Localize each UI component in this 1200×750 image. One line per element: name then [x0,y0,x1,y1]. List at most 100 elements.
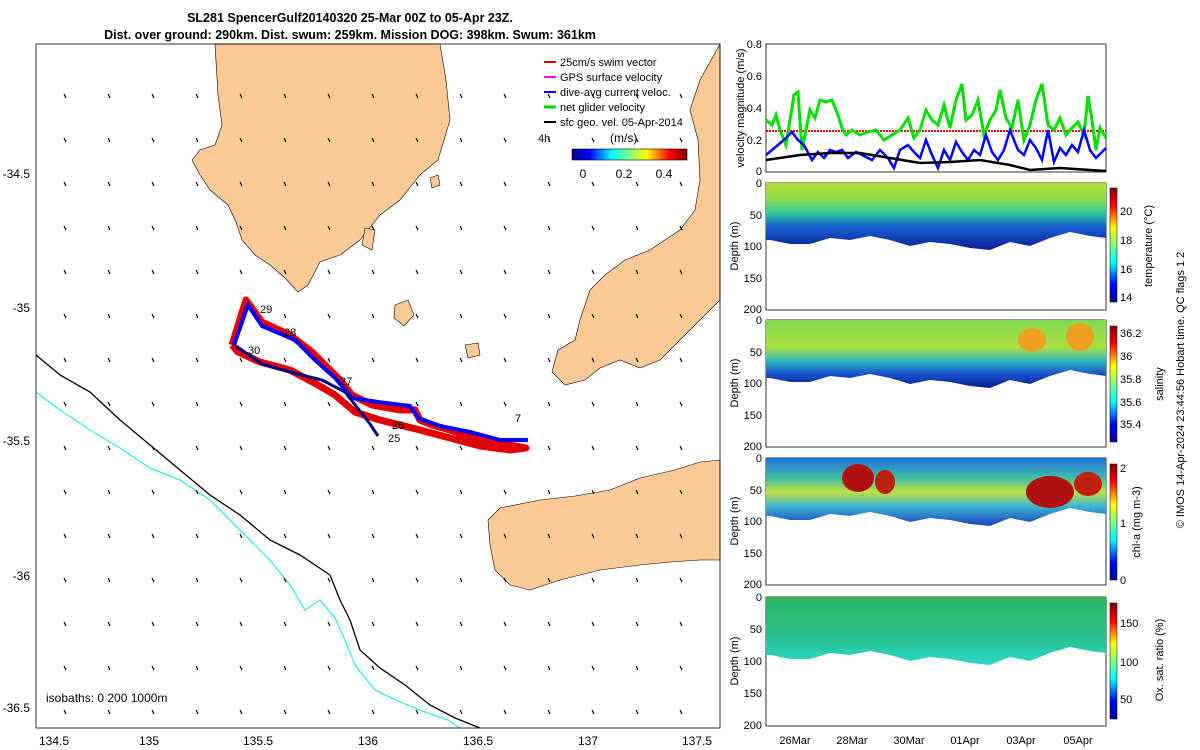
depth-tick: 50 [750,210,762,222]
velocity-arrow [195,665,199,671]
velocity-arrow [107,489,111,495]
land-yorke-peninsula [551,42,721,386]
depth-tick: 200 [744,720,762,732]
depth-tick: 200 [744,304,762,316]
velocity-arrow [195,533,199,539]
velocity-arrow [635,577,639,583]
velocity-arrow [283,225,287,231]
velocity-arrow [283,137,287,143]
velocity-arrow [283,181,287,187]
chla-cbar-tick: 0 [1120,575,1126,587]
velocity-arrow [371,445,375,451]
velocity-arrow [459,93,463,99]
velocity-arrow [327,401,331,407]
velocity-arrow [371,269,375,275]
depth-tick: 50 [750,347,762,359]
sal-cbar-tick: 35.4 [1120,419,1141,431]
velocity-arrow [591,577,595,583]
velocity-arrow [151,181,155,187]
velocity-arrow [547,489,551,495]
velocity-arrow [151,137,155,143]
velocity-arrow [547,181,551,187]
lon-tick: 137 [578,734,598,748]
velocity-arrow [327,665,331,671]
velocity-arrow [195,225,199,231]
velocity-arrow [195,93,199,99]
velocity-arrow [283,709,287,715]
velocity-arrow [283,269,287,275]
velocity-arrow [63,533,67,539]
velocity-arrow [459,665,463,671]
velocity-arrow [239,357,243,363]
velocity-arrow [195,489,199,495]
velocity-arrow [503,225,507,231]
colorbar-tick: 0.2 [616,167,633,181]
depth-tick: 150 [744,688,762,700]
sal-cbar-label: salinity [1154,367,1166,401]
velocity-arrow [239,225,243,231]
imos-credit: © IMOS 14-Apr-2024 23:44:56 Hobart time.… [1175,252,1187,529]
depth-tick: 50 [750,485,762,497]
velocity-arrow [327,93,331,99]
velocity-arrow [283,533,287,539]
velocity-arrow [151,621,155,627]
velocity-arrow [503,533,507,539]
velocity-arrow [547,445,551,451]
temp-cbar-tick: 20 [1120,206,1132,218]
velocity-arrow [151,357,155,363]
velocity-arrow [371,357,375,363]
velocity-arrow [547,357,551,363]
velocity-arrow [371,621,375,627]
velocity-arrow [459,181,463,187]
depth-tick: 150 [744,548,762,560]
velocity-arrow [195,577,199,583]
legend-net-velocity: net glider velocity [560,102,645,114]
day-label-27: 27 [340,376,352,388]
velocity-arrow [107,93,111,99]
velocity-arrow [459,533,463,539]
map-lat-ticks: -34.5 -35 -35.5 -36 -36.5 [3,167,31,715]
lon-tick: 137.5 [682,734,712,748]
velocity-arrow [415,709,419,715]
depth-tick: 0 [756,592,762,604]
velocity-arrow [415,401,419,407]
velocity-arrow [591,621,595,627]
velocity-arrow [107,665,111,671]
velocity-arrow [679,533,683,539]
velocity-arrow [195,313,199,319]
isobath-1000m [35,391,461,729]
velocity-arrow [547,137,551,143]
day-label-7: 7 [515,413,521,425]
figure-title: SL281 SpencerGulf20140320 25-Mar 00Z to … [0,10,700,44]
velocity-y-ticks: 0.8 0.6 0.4 0.2 0 [747,39,762,178]
velocity-arrow [327,621,331,627]
velocity-arrow [63,577,67,583]
velocity-arrow [679,709,683,715]
depth-tick: 100 [744,516,762,528]
colorbar-prefix: 4h [538,133,550,145]
velocity-arrow [591,137,595,143]
velocity-arrow [327,313,331,319]
velocity-arrow [107,181,111,187]
velocity-arrow [459,225,463,231]
isobaths [35,354,481,729]
velocity-arrow [239,269,243,275]
velocity-arrow [591,489,595,495]
legend-gps-velocity: GPS surface velocity [560,72,663,84]
oxygen-panel: 150 100 50 Ox. sat. ratio (%) Depth (m) … [729,592,1166,732]
velocity-arrow [459,445,463,451]
temp-cbar-tick: 16 [1120,264,1132,276]
velocity-arrow [547,665,551,671]
velocity-arrow [371,709,375,715]
velocity-arrow [635,445,639,451]
velocity-arrow [503,489,507,495]
velocity-arrow [503,313,507,319]
chla-high-patch [1074,472,1102,496]
velocity-arrow [503,93,507,99]
velocity-arrow [591,93,595,99]
vel-tick: 0.8 [747,39,762,51]
date-tick: 26Mar [779,735,811,747]
velocity-arrow [151,225,155,231]
velocity-arrow [239,93,243,99]
velocity-arrow [679,357,683,363]
